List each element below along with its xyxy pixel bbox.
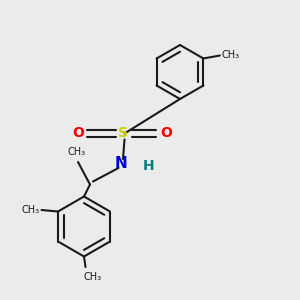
Text: CH₃: CH₃: [68, 148, 85, 158]
Text: CH₃: CH₃: [84, 272, 102, 281]
Text: N: N: [115, 156, 128, 171]
Text: CH₃: CH₃: [221, 50, 239, 61]
Text: H: H: [143, 160, 154, 173]
Text: O: O: [72, 127, 84, 140]
Text: S: S: [118, 127, 128, 140]
Text: O: O: [160, 127, 172, 140]
Text: CH₃: CH₃: [22, 205, 40, 215]
